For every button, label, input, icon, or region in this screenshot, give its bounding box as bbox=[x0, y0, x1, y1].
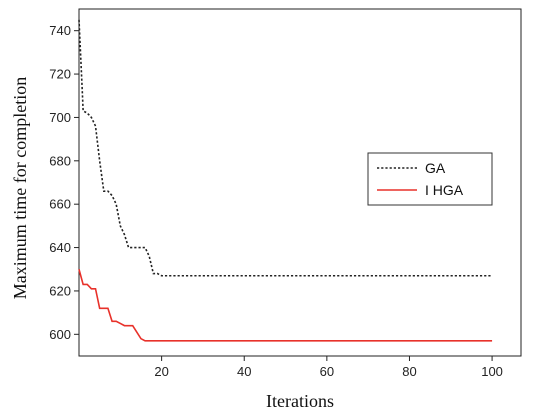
x-tick-label: 100 bbox=[481, 364, 503, 379]
x-tick-label: 80 bbox=[402, 364, 416, 379]
y-tick-label: 660 bbox=[49, 197, 71, 212]
y-axis-title: Maximum time for completion bbox=[10, 77, 30, 299]
y-tick-label: 600 bbox=[49, 327, 71, 342]
legend-box bbox=[367, 152, 493, 206]
y-tick-label: 740 bbox=[49, 23, 71, 38]
series-line-ihga bbox=[78, 269, 493, 342]
legend: GA I HGA bbox=[367, 152, 493, 206]
series-layer bbox=[78, 19, 493, 342]
y-tick-label: 620 bbox=[49, 283, 71, 298]
y-tick-label: 640 bbox=[49, 240, 71, 255]
series-line-ga bbox=[78, 19, 493, 277]
plot-frame bbox=[78, 8, 522, 357]
plot-border bbox=[78, 8, 522, 357]
y-tick-label: 680 bbox=[49, 153, 71, 168]
x-axis-title: Iterations bbox=[266, 391, 334, 411]
legend-label-ga: GA bbox=[425, 160, 446, 176]
legend-label-ihga: I HGA bbox=[425, 182, 464, 198]
x-tick-label: 20 bbox=[154, 364, 168, 379]
x-tick-label: 40 bbox=[237, 364, 251, 379]
axis-ticks: 20 40 60 80 100 600 620 640 660 680 700 720 740 bbox=[49, 23, 503, 379]
x-tick-label: 60 bbox=[320, 364, 334, 379]
y-tick-label: 700 bbox=[49, 110, 71, 125]
y-tick-label: 720 bbox=[49, 67, 71, 82]
